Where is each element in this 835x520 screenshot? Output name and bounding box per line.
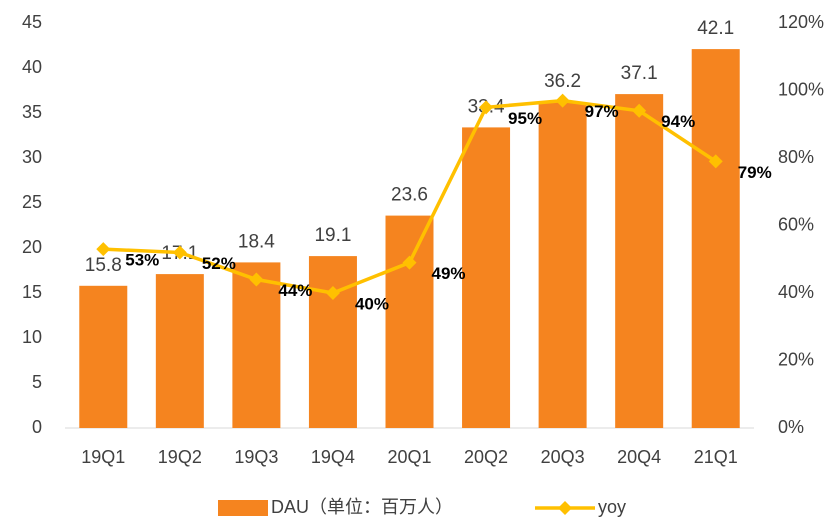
x-tick-label: 20Q4 — [617, 447, 661, 467]
line-marker — [96, 242, 111, 257]
line-value-label: 40% — [355, 294, 389, 313]
line-marker — [708, 154, 723, 169]
bar-value-label: 19.1 — [314, 225, 351, 246]
line-value-label: 97% — [585, 102, 619, 121]
legend-swatch — [218, 500, 268, 516]
bar — [615, 94, 664, 428]
bar — [232, 262, 281, 428]
line-value-label: 94% — [661, 112, 695, 131]
x-tick-label: 19Q3 — [234, 447, 278, 467]
y-tick-label: 40 — [22, 57, 42, 77]
line-value-label: 44% — [278, 281, 312, 300]
bar — [538, 102, 587, 428]
x-tick-label: 19Q4 — [311, 447, 355, 467]
bar-value-label: 15.8 — [85, 255, 122, 276]
legend-marker — [558, 501, 572, 515]
line-marker — [325, 286, 340, 300]
y-tick-label: 35 — [22, 102, 42, 122]
line-marker — [402, 255, 417, 270]
bar — [385, 215, 434, 428]
line-marker — [172, 245, 187, 260]
line-value-label: 95% — [508, 109, 542, 128]
y-tick-label: 10 — [22, 327, 42, 347]
y2-tick-label: 0% — [778, 417, 804, 437]
bar-value-label: 37.1 — [621, 63, 658, 84]
y2-tick-label: 100% — [778, 79, 824, 99]
x-tick-label: 19Q1 — [81, 447, 125, 467]
y2-tick-label: 120% — [778, 12, 824, 32]
y-tick-label: 20 — [22, 237, 42, 257]
line-value-label: 52% — [202, 254, 236, 273]
bar — [79, 285, 128, 428]
line-marker — [249, 272, 264, 287]
x-tick-label: 20Q3 — [541, 447, 585, 467]
bar-value-label: 18.4 — [238, 231, 275, 252]
legend-label: yoy — [598, 497, 626, 517]
bar — [691, 49, 740, 428]
y2-tick-label: 60% — [778, 214, 814, 234]
x-tick-label: 20Q1 — [387, 447, 431, 467]
bar — [462, 127, 511, 429]
x-tick-label: 21Q1 — [694, 447, 738, 467]
line-value-label: 79% — [738, 163, 772, 182]
bar-value-label: 36.2 — [544, 71, 581, 92]
y2-tick-label: 40% — [778, 282, 814, 302]
line-value-label: 53% — [125, 251, 159, 270]
bar — [308, 256, 357, 428]
y2-tick-label: 20% — [778, 349, 814, 369]
y-tick-label: 15 — [22, 282, 42, 302]
bar-value-label: 23.6 — [391, 185, 428, 206]
line-marker — [479, 100, 494, 115]
legend-label: DAU（单位：百万人） — [271, 497, 453, 517]
y-tick-label: 25 — [22, 192, 42, 212]
y-tick-label: 30 — [22, 147, 42, 167]
line-value-label: 49% — [432, 264, 466, 283]
x-tick-label: 19Q2 — [158, 447, 202, 467]
y-tick-label: 45 — [22, 12, 42, 32]
bar-value-label: 42.1 — [697, 18, 734, 39]
line-marker — [555, 93, 570, 108]
y2-tick-label: 80% — [778, 147, 814, 167]
y-tick-label: 5 — [32, 372, 42, 392]
line-marker — [632, 103, 647, 118]
x-tick-label: 20Q2 — [464, 447, 508, 467]
bar — [155, 274, 204, 428]
y-tick-label: 0 — [32, 417, 42, 437]
